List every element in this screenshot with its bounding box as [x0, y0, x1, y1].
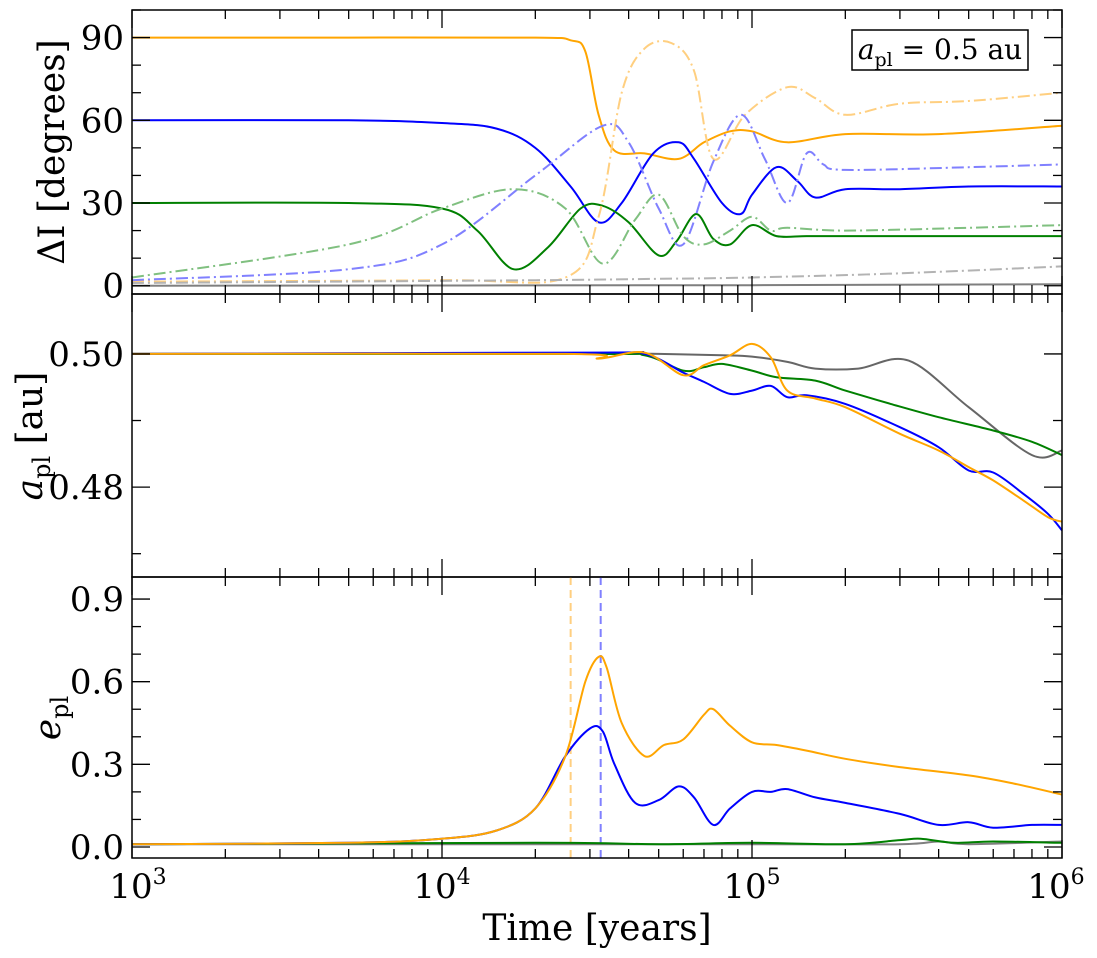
- y-tick-label: 30: [81, 184, 124, 224]
- x-tick-label: 106: [1027, 865, 1084, 907]
- annotation-text: apl = 0.5 au: [858, 33, 1022, 71]
- eccentricity-series-line-1: [131, 837, 1063, 846]
- semimajor-axis-panel-frame: [131, 293, 1063, 578]
- inclination-series-line-2: [131, 201, 1062, 271]
- semimajor-axis-series-line-2: [131, 351, 1063, 532]
- eccentricity-series-line-2: [131, 725, 1063, 846]
- inclination-series-line-0: [131, 36, 1063, 161]
- y-tick-label: 0.3: [70, 745, 124, 785]
- semimajor-axis-series-line-1: [131, 352, 1063, 457]
- x-tick-label: 103: [109, 865, 166, 907]
- y-tick-label: 0.48: [48, 468, 124, 508]
- y-tick-label: 0.9: [70, 580, 124, 620]
- inclination-series-line-5: [131, 113, 1063, 282]
- y-tick-label: 0.6: [70, 663, 124, 703]
- x-tick-label: 104: [413, 865, 470, 907]
- y-axis-label-inclination: ΔI [degrees]: [32, 39, 73, 264]
- inclination-series-line-6: [131, 188, 1063, 279]
- inclination-series-line-4: [131, 40, 1063, 284]
- semimajor-axis-series-line-0: [132, 352, 1063, 459]
- eccentricity-series-line-3: [131, 655, 1063, 846]
- y-axis-label-semimajor: apl [au]: [10, 372, 56, 501]
- y-tick-label: 60: [81, 101, 124, 141]
- annotation-box: apl = 0.5 au: [851, 29, 1029, 71]
- inclination-series-line-1: [131, 119, 1063, 224]
- semimajor-axis-panel: 0.48 0.50 apl [au]: [10, 293, 1063, 578]
- semimajor-axis-series-line-3: [131, 342, 1063, 523]
- inclination-series-line-7: [131, 265, 1063, 284]
- y-tick-label: 0: [102, 267, 124, 307]
- inclination-series-line-3: [131, 283, 1063, 287]
- y-tick-label: 90: [81, 19, 124, 59]
- y-axis-label-eccentricity: epl: [28, 696, 74, 740]
- eccentricity-series-line-0: [132, 840, 1063, 846]
- eccentricity-panel: 0.0 0.3 0.6 0.9 epl 103 104 105 106 Time [year…: [28, 576, 1085, 949]
- y-tick-label: 0.50: [48, 335, 124, 375]
- y-tick-label: 0.0: [70, 828, 124, 868]
- x-axis-label: Time [years]: [482, 908, 711, 949]
- eccentricity-panel-frame: [131, 576, 1063, 859]
- x-tick-label: 105: [723, 865, 780, 907]
- inclination-panel: 0 30 60 90 apl = 0.5 au ΔI [degrees]: [32, 9, 1063, 307]
